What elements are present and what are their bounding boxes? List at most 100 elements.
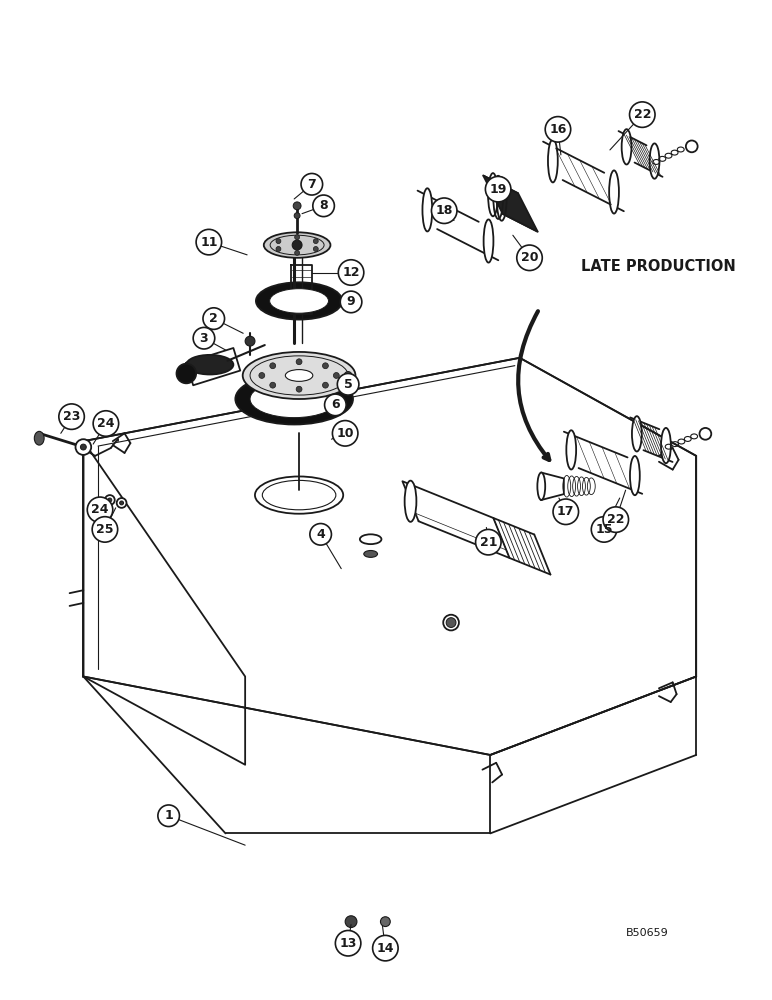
Ellipse shape	[177, 364, 196, 383]
Circle shape	[446, 618, 456, 627]
Circle shape	[338, 260, 364, 285]
Circle shape	[338, 428, 348, 438]
Circle shape	[324, 394, 346, 416]
Circle shape	[344, 372, 352, 379]
Circle shape	[157, 805, 179, 827]
Ellipse shape	[34, 431, 44, 445]
Circle shape	[310, 524, 331, 545]
Circle shape	[603, 507, 628, 532]
Circle shape	[432, 198, 457, 223]
Text: 21: 21	[479, 536, 497, 549]
Circle shape	[476, 529, 501, 555]
Text: 13: 13	[340, 937, 357, 950]
Ellipse shape	[256, 282, 342, 320]
Text: 15: 15	[595, 523, 613, 536]
Ellipse shape	[235, 374, 353, 424]
Circle shape	[373, 935, 398, 961]
Circle shape	[516, 245, 542, 271]
Ellipse shape	[269, 289, 329, 313]
Ellipse shape	[422, 188, 432, 231]
Circle shape	[276, 239, 281, 244]
Ellipse shape	[360, 534, 381, 544]
Circle shape	[259, 373, 265, 378]
Ellipse shape	[364, 551, 378, 557]
Circle shape	[117, 498, 127, 508]
Circle shape	[87, 497, 113, 523]
Ellipse shape	[250, 356, 348, 395]
Ellipse shape	[567, 430, 576, 469]
Circle shape	[333, 421, 358, 446]
Circle shape	[323, 363, 328, 369]
Circle shape	[443, 615, 459, 630]
Text: 23: 23	[63, 410, 80, 423]
Circle shape	[313, 247, 318, 251]
Text: 10: 10	[337, 427, 354, 440]
Text: 7: 7	[307, 178, 317, 191]
Circle shape	[337, 374, 359, 395]
Ellipse shape	[661, 428, 671, 463]
Circle shape	[296, 386, 302, 392]
Circle shape	[59, 404, 84, 429]
Ellipse shape	[621, 129, 631, 164]
Text: 14: 14	[377, 942, 394, 955]
Circle shape	[295, 250, 300, 255]
Circle shape	[80, 444, 86, 450]
Text: 6: 6	[331, 398, 340, 411]
Text: 4: 4	[317, 528, 325, 541]
Circle shape	[245, 336, 255, 346]
Circle shape	[335, 930, 361, 956]
Ellipse shape	[537, 473, 545, 500]
Ellipse shape	[548, 139, 558, 182]
Text: 20: 20	[521, 251, 538, 264]
Polygon shape	[483, 175, 538, 232]
Circle shape	[345, 916, 357, 928]
Text: 8: 8	[320, 199, 328, 212]
Text: 22: 22	[607, 513, 625, 526]
Circle shape	[120, 501, 124, 505]
Circle shape	[486, 176, 511, 202]
Text: 24: 24	[97, 417, 115, 430]
Circle shape	[340, 291, 362, 313]
Ellipse shape	[270, 235, 324, 255]
Text: B50659: B50659	[625, 928, 669, 938]
Circle shape	[591, 517, 617, 542]
Text: 22: 22	[634, 108, 651, 121]
Circle shape	[269, 363, 276, 369]
Circle shape	[269, 382, 276, 388]
Ellipse shape	[630, 456, 640, 495]
Text: 2: 2	[209, 312, 218, 325]
Circle shape	[381, 917, 391, 927]
Ellipse shape	[632, 416, 642, 451]
Circle shape	[686, 140, 698, 152]
Text: 19: 19	[489, 183, 507, 196]
Circle shape	[193, 327, 215, 349]
Circle shape	[294, 213, 300, 219]
Ellipse shape	[649, 143, 659, 179]
Text: 1: 1	[164, 809, 173, 822]
Text: LATE PRODUCTION: LATE PRODUCTION	[581, 259, 736, 274]
Ellipse shape	[405, 481, 416, 522]
Text: 3: 3	[200, 332, 208, 345]
Circle shape	[323, 382, 328, 388]
Circle shape	[334, 373, 339, 378]
Text: 12: 12	[342, 266, 360, 279]
Ellipse shape	[250, 380, 338, 418]
Text: 9: 9	[347, 295, 355, 308]
Circle shape	[276, 247, 281, 251]
Text: 24: 24	[91, 503, 109, 516]
Circle shape	[629, 102, 655, 127]
Text: 18: 18	[435, 204, 453, 217]
Circle shape	[108, 498, 112, 502]
Circle shape	[301, 173, 323, 195]
Circle shape	[699, 428, 711, 440]
Circle shape	[196, 229, 222, 255]
Text: 25: 25	[96, 523, 113, 536]
Ellipse shape	[286, 370, 313, 381]
Text: 5: 5	[344, 378, 353, 391]
Circle shape	[313, 239, 318, 244]
Text: 11: 11	[200, 236, 218, 249]
Circle shape	[313, 195, 334, 217]
Ellipse shape	[264, 232, 330, 258]
Ellipse shape	[255, 476, 344, 514]
Ellipse shape	[186, 355, 233, 374]
